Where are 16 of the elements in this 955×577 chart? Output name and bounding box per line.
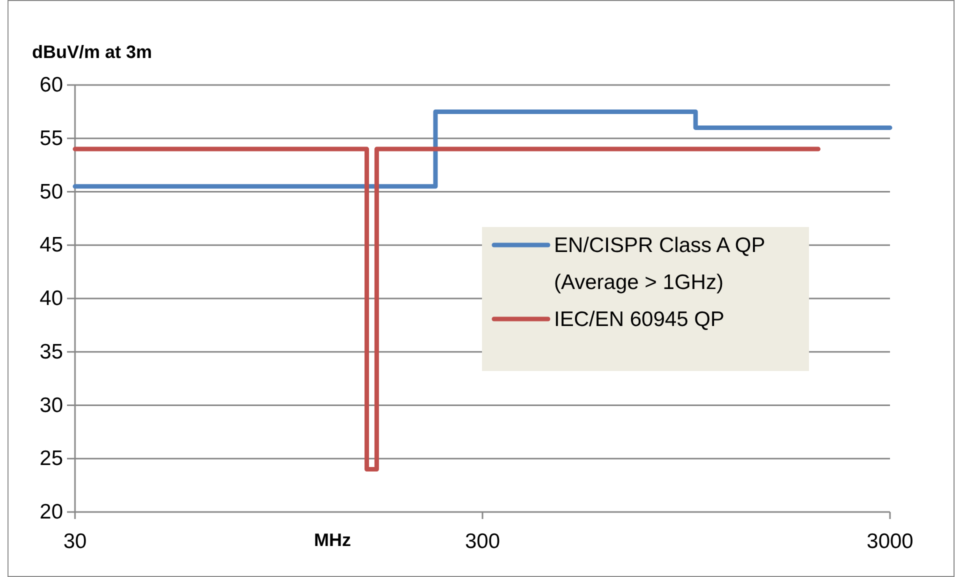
y-axis-title: dBuV/m at 3m <box>32 42 152 62</box>
x-axis-title: MHz <box>314 530 351 550</box>
y-tick-label: 50 <box>40 180 63 204</box>
x-tick-label: 300 <box>464 530 500 553</box>
legend-label: EN/CISPR Class A QP (Average > 1GHz) <box>554 234 766 294</box>
y-tick-label: 25 <box>40 447 63 470</box>
y-tick-label: 30 <box>40 394 63 417</box>
y-tick-label: 55 <box>40 126 63 150</box>
y-tick-label: 60 <box>40 74 63 96</box>
y-tick-label: 45 <box>40 234 63 257</box>
y-tick-label: 35 <box>40 340 63 364</box>
x-tick-label: 30 <box>63 530 87 553</box>
legend-label: IEC/EN 60945 QP <box>554 308 724 330</box>
y-tick-label: 20 <box>40 500 63 524</box>
x-tick-label: 3000 <box>866 530 914 553</box>
y-tick-label: 40 <box>40 287 63 310</box>
